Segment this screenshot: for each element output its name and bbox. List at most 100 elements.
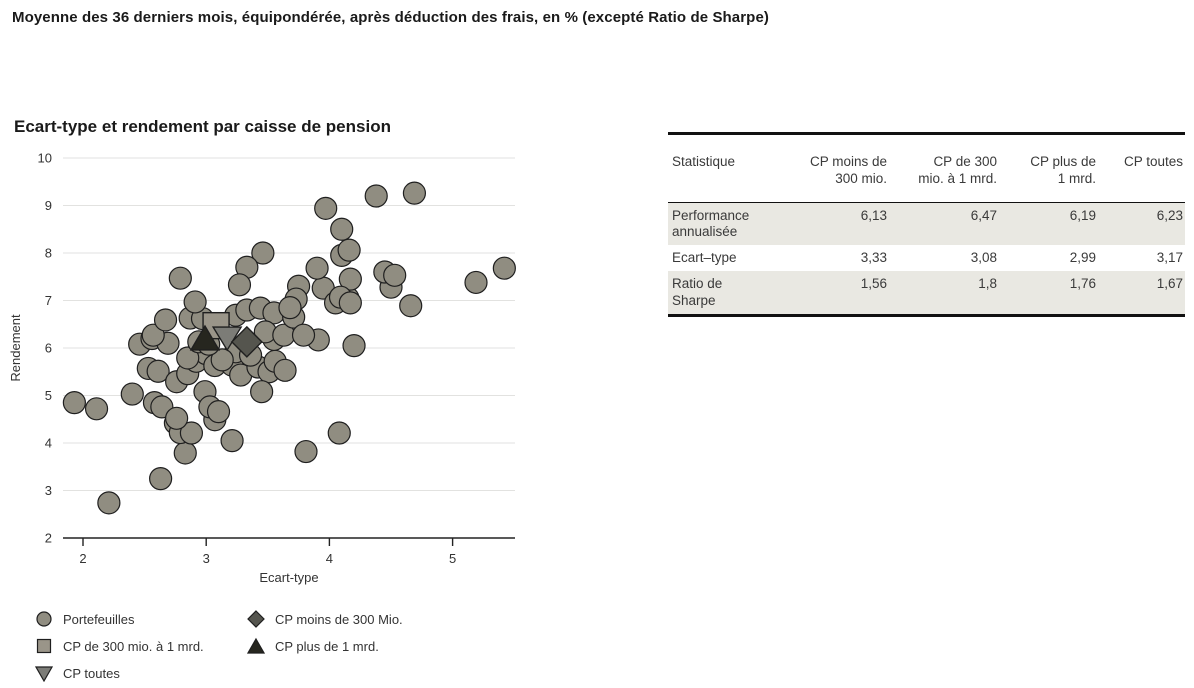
- point-circle: [464, 270, 488, 295]
- legend-square-icon: [36, 638, 52, 654]
- stats-table: Statistique CP moins de 300 mio. CP de 300…: [668, 132, 1185, 317]
- y-tick-label: 6: [45, 341, 52, 356]
- legend-item: CP moins de 300 Mio.: [247, 610, 403, 628]
- point-circle: [399, 294, 423, 318]
- point-circle: [273, 358, 297, 382]
- point-circle: [338, 267, 362, 291]
- point-circle: [84, 397, 109, 421]
- point-triangle-up: [189, 324, 221, 351]
- column-header: CP plus de 1 mrd.: [999, 133, 1098, 203]
- point-circle: [153, 308, 178, 332]
- point-circle: [149, 467, 173, 491]
- table-cell: 6,47: [970, 207, 997, 223]
- x-tick-label: 4: [326, 551, 333, 566]
- y-tick-label: 8: [45, 246, 52, 261]
- stats-table-header: Statistique CP moins de 300 mio. CP de 300…: [668, 133, 1185, 203]
- point-circle: [173, 441, 197, 465]
- point-circle: [291, 323, 316, 347]
- legend-triangle-up-icon: [247, 637, 265, 654]
- point-circle: [402, 181, 427, 205]
- y-tick-label: 10: [38, 151, 52, 166]
- legend-item: CP toutes: [35, 664, 247, 682]
- column-header: CP toutes: [1098, 133, 1185, 203]
- stats-table-body: Performance annualisée 6,13 6,47 6,19 6,23 Ec…: [668, 202, 1185, 316]
- y-tick-label: 4: [45, 436, 52, 451]
- legend-label: CP moins de 300 Mio.: [275, 611, 403, 627]
- legend-item: CP de 300 mio. à 1 mrd.: [35, 637, 247, 655]
- point-circle: [492, 256, 516, 280]
- point-circle: [330, 217, 354, 241]
- x-tick-label: 2: [79, 551, 86, 566]
- point-circle: [183, 290, 207, 314]
- table-cell: 3,08: [970, 250, 997, 266]
- legend-label: CP toutes: [63, 665, 120, 681]
- point-circle: [294, 439, 318, 464]
- table-cell: 1,76: [1069, 276, 1096, 292]
- legend-label: CP de 300 mio. à 1 mrd.: [63, 638, 204, 654]
- point-circle: [165, 406, 189, 430]
- column-header: CP moins de 300 mio.: [785, 133, 889, 203]
- column-header: Statistique: [668, 133, 785, 203]
- point-circle: [179, 421, 204, 445]
- x-axis-label: Ecart-type: [259, 570, 318, 585]
- point-diamond: [230, 325, 263, 358]
- point-circle: [327, 421, 351, 445]
- page-title: Moyenne des 36 derniers mois, équipondér…: [12, 9, 769, 26]
- chart-section: Ecart-type et rendement par caisse de pe…: [0, 0, 545, 688]
- table-row: Performance annualisée 6,13 6,47 6,19 6,23: [668, 202, 1185, 246]
- point-circle: [278, 296, 302, 320]
- point-circle: [342, 334, 366, 358]
- point-circle: [338, 291, 362, 315]
- point-circle: [146, 359, 170, 383]
- stats-table-section: Statistique CP moins de 300 mio. CP de 300…: [668, 132, 1185, 317]
- y-tick-label: 7: [45, 293, 52, 308]
- table-cell: 1,8: [978, 276, 997, 292]
- table-cell: 1,67: [1156, 276, 1183, 292]
- table-cell: 6,19: [1069, 207, 1096, 223]
- legend-item: CP plus de 1 mrd.: [247, 637, 403, 655]
- scatter-plot: 2 3 4 5 6 7 8 9 10 2 3 4 5 Ecart-type Rendement: [8, 151, 516, 585]
- point-circle: [220, 429, 244, 453]
- row-label: Performance annualisée: [672, 207, 750, 239]
- legend-triangle-down-icon: [35, 666, 53, 682]
- table-cell: 6,23: [1156, 207, 1183, 223]
- point-circle: [176, 346, 200, 370]
- point-circle: [206, 400, 231, 424]
- table-cell: 3,17: [1156, 250, 1183, 266]
- legend-label: CP plus de 1 mrd.: [275, 638, 379, 654]
- point-circle: [314, 196, 338, 220]
- y-axis-label: Rendement: [8, 314, 23, 382]
- y-tick-label: 5: [45, 388, 52, 403]
- column-header: CP de 300 mio. à 1 mrd.: [889, 133, 999, 203]
- table-row: Ratio de Sharpe 1,56 1,8 1,76 1,67: [668, 271, 1185, 316]
- x-tick-label: 5: [449, 551, 456, 566]
- table-header-row: Statistique CP moins de 300 mio. CP de 300…: [668, 133, 1185, 203]
- legend-item: Portefeuilles: [35, 610, 247, 628]
- legend-diamond-icon: [247, 610, 265, 628]
- row-label: Ratio de Sharpe: [672, 276, 723, 308]
- table-row: Ecart–type 3,33 3,08 2,99 3,17: [668, 245, 1185, 271]
- point-circle: [383, 263, 407, 287]
- point-circle: [364, 184, 388, 208]
- y-tick-label: 9: [45, 198, 52, 213]
- row-label: Ecart–type: [672, 250, 737, 266]
- chart-legend: Portefeuilles CP moins de 300 Mio. CP de 3…: [35, 610, 403, 682]
- table-cell: 1,56: [860, 276, 887, 292]
- point-circle: [337, 238, 361, 262]
- point-circle: [168, 266, 192, 290]
- point-circle: [141, 323, 165, 347]
- point-circle: [305, 256, 329, 280]
- point-circle: [120, 382, 144, 406]
- legend-circle-icon: [36, 611, 52, 627]
- point-circle: [210, 348, 234, 372]
- point-circle: [250, 380, 274, 404]
- chart-title: Ecart-type et rendement par caisse de pe…: [14, 117, 391, 136]
- point-circle: [227, 273, 252, 297]
- point-circle: [97, 491, 121, 515]
- point-circle: [62, 391, 86, 415]
- table-cell: 2,99: [1069, 250, 1096, 266]
- point-circle: [251, 241, 275, 265]
- y-tick-label: 3: [45, 483, 52, 498]
- y-tick-label: 2: [45, 531, 52, 546]
